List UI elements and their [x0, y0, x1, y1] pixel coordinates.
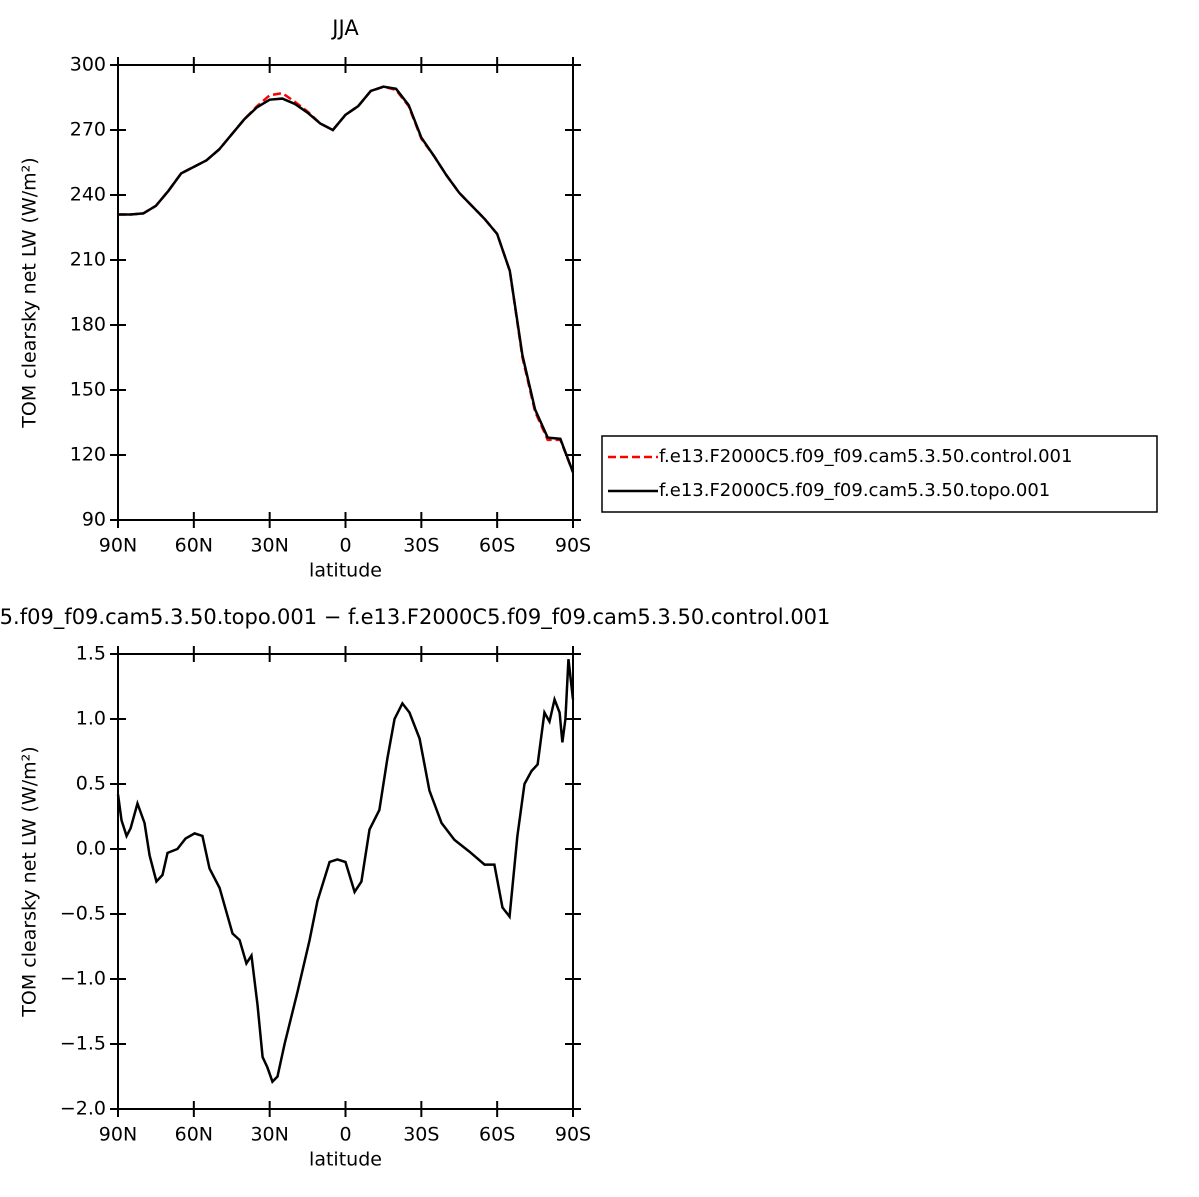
y-tick-label: 0.5: [76, 773, 106, 795]
y-tick-label: 180: [70, 314, 106, 336]
x-tick-label: 60N: [175, 1124, 213, 1146]
y-tick-label: 120: [70, 444, 106, 466]
y-tick-label: 1.5: [76, 643, 106, 665]
legend-label: f.e13.F2000C5.f09_f09.cam5.3.50.topo.001: [659, 480, 1050, 501]
chart-title: JJA: [330, 16, 359, 40]
x-tick-label: 90S: [555, 535, 591, 557]
x-axis-label: latitude: [309, 560, 382, 582]
legend-label: f.e13.F2000C5.f09_f09.cam5.3.50.control.…: [659, 446, 1072, 467]
x-tick-label: 0: [339, 535, 351, 557]
series-group: [118, 85, 575, 473]
legend: f.e13.F2000C5.f09_f09.cam5.3.50.control.…: [601, 435, 1158, 513]
y-tick-label: 1.0: [76, 708, 106, 730]
plot-frame: [117, 64, 574, 521]
x-tick-label: 90S: [555, 1124, 591, 1146]
y-tick-label: 210: [70, 249, 106, 271]
plot-frame: [117, 653, 574, 1110]
y-tick-label: −0.5: [60, 903, 106, 925]
y-tick-label: 90: [82, 509, 106, 531]
y-tick-label: 240: [70, 184, 106, 206]
x-tick-label: 30N: [250, 1124, 288, 1146]
series-group: [116, 659, 575, 1085]
x-tick-label: 0: [339, 1124, 351, 1146]
legend-box: [601, 435, 1158, 513]
y-tick-label: 0.0: [76, 838, 106, 860]
x-tick-label: 60S: [479, 535, 515, 557]
y-tick-label: 150: [70, 379, 106, 401]
y-axis-label: TOM clearsky net LW (W/m²): [19, 157, 41, 428]
y-tick-label: 300: [70, 54, 106, 76]
x-axis-label: latitude: [309, 1149, 382, 1171]
x-tick-label: 90N: [99, 1124, 137, 1146]
x-tick-label: 30S: [403, 1124, 439, 1146]
panel: JJA 90 120 150 180 210 240 270 300 90N 60N 30N 0 30S 6…: [19, 16, 1158, 582]
panel: f.e13.F2000C5.f09_f09.cam5.3.50.topo.001…: [0, 605, 830, 1171]
series-line: [116, 659, 575, 1085]
y-tick-label: −1.5: [60, 1033, 106, 1055]
x-tick-label: 30N: [250, 535, 288, 557]
x-tick-label: 60S: [479, 1124, 515, 1146]
y-tick-label: 270: [70, 119, 106, 141]
x-tick-label: 90N: [99, 535, 137, 557]
y-tick-label: −1.0: [60, 968, 106, 990]
chart-title: f.e13.F2000C5.f09_f09.cam5.3.50.topo.001…: [0, 605, 830, 630]
series-line: [118, 85, 575, 473]
y-tick-label: −2.0: [60, 1098, 106, 1120]
series-line: [118, 85, 575, 473]
x-tick-label: 30S: [403, 535, 439, 557]
y-axis-label: TOM clearsky net LW (W/m²): [19, 746, 41, 1017]
x-tick-label: 60N: [175, 535, 213, 557]
